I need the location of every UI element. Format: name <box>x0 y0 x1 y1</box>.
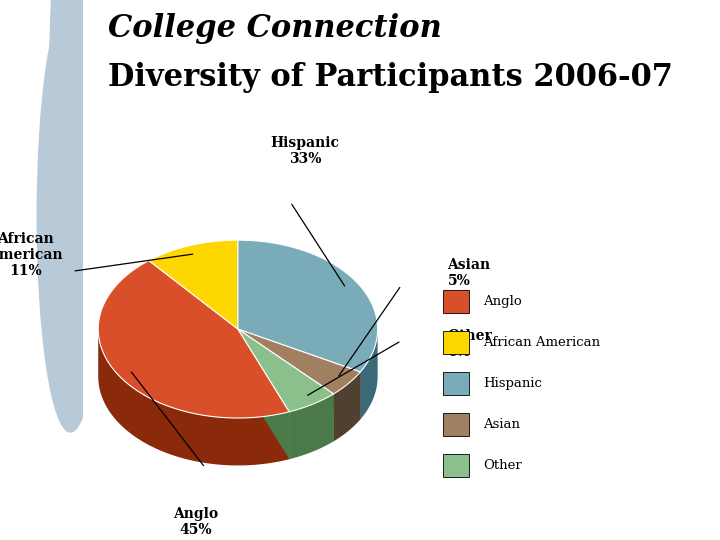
Text: Anglo: Anglo <box>482 295 521 308</box>
Circle shape <box>27 0 114 497</box>
Polygon shape <box>238 329 360 420</box>
Text: Anglo
45%: Anglo 45% <box>174 507 219 537</box>
Bar <box>443 331 469 354</box>
Polygon shape <box>289 394 333 459</box>
Text: Other
6%: Other 6% <box>447 329 492 359</box>
Text: Other: Other <box>482 459 521 472</box>
Polygon shape <box>238 329 333 441</box>
Polygon shape <box>238 329 289 459</box>
Text: Hispanic
33%: Hispanic 33% <box>271 136 339 166</box>
Polygon shape <box>98 329 289 465</box>
Text: Asian: Asian <box>482 418 520 431</box>
Text: Diversity of Participants 2006-07: Diversity of Participants 2006-07 <box>108 62 673 93</box>
Polygon shape <box>238 329 333 412</box>
Polygon shape <box>149 240 238 329</box>
Bar <box>443 290 469 313</box>
Polygon shape <box>360 329 377 420</box>
Polygon shape <box>238 329 360 420</box>
Text: Hispanic: Hispanic <box>482 377 541 390</box>
Circle shape <box>50 0 132 351</box>
Polygon shape <box>238 329 289 459</box>
Text: Asian
5%: Asian 5% <box>447 258 490 288</box>
Bar <box>443 413 469 436</box>
Bar <box>443 454 469 477</box>
Polygon shape <box>238 329 333 441</box>
Circle shape <box>37 0 145 432</box>
Polygon shape <box>333 372 360 441</box>
Text: African American: African American <box>482 336 600 349</box>
Bar <box>443 372 469 395</box>
Polygon shape <box>238 240 377 372</box>
Text: African
American
11%: African American 11% <box>0 232 63 278</box>
Polygon shape <box>98 261 289 418</box>
Polygon shape <box>238 329 360 394</box>
Text: College Connection: College Connection <box>108 14 442 44</box>
Circle shape <box>37 0 104 432</box>
